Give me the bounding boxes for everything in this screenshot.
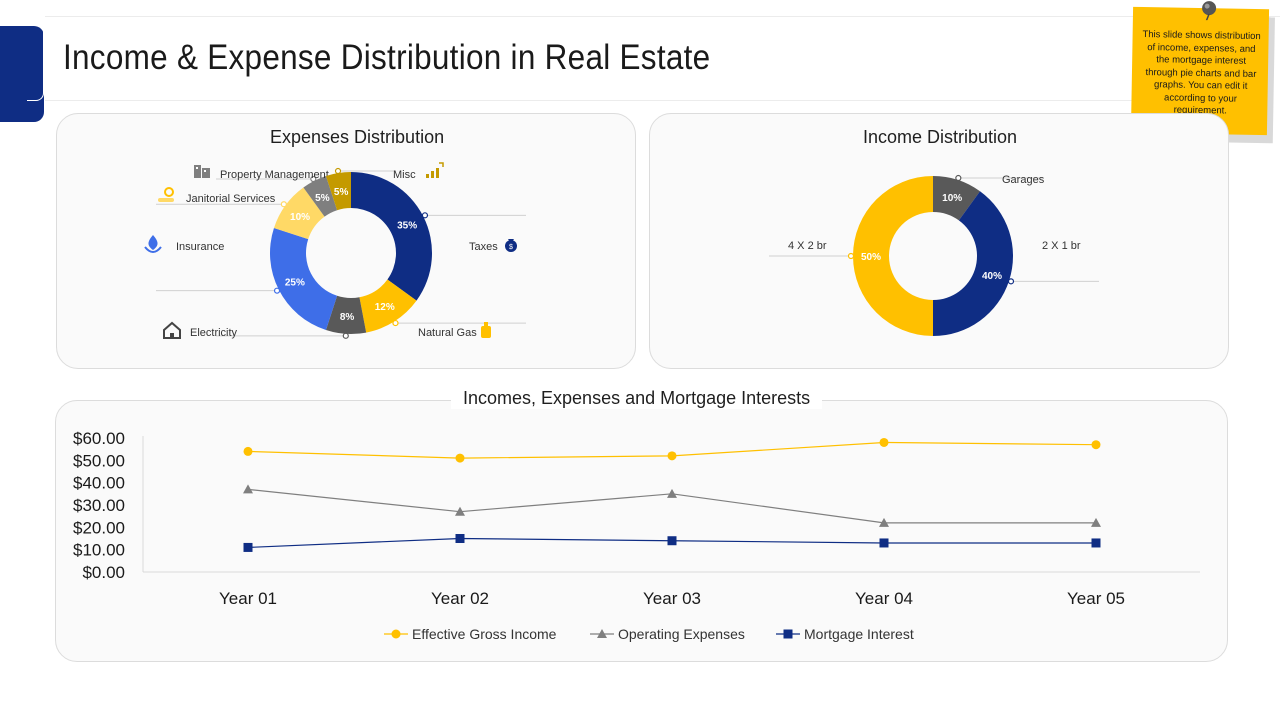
income-category-label-4-x-2-br: 4 X 2 br: [788, 240, 827, 252]
expenses-leader-dot-janitorial-services: [280, 201, 287, 208]
house-icon: [163, 321, 181, 339]
expenses-slice-misc: [325, 172, 351, 211]
income-value-label-garages: 10%: [942, 193, 962, 204]
expenses-chart-title: Expenses Distribution: [270, 127, 445, 147]
y-tick-label: $10.00: [73, 541, 125, 560]
expenses-leader-dot-insurance: [273, 287, 281, 294]
bar-chart-icon: [426, 162, 444, 178]
svg-text:$: $: [509, 244, 513, 251]
income-category-label-garages: Garages: [1002, 174, 1045, 186]
data-point-mortgage-interest: [243, 542, 253, 552]
data-point-mortgage-interest: [455, 534, 465, 543]
expenses-leader-dot-misc: [334, 167, 342, 175]
legend-label-operating-expenses: Operating Expenses: [618, 626, 745, 642]
gas-cylinder-icon: [481, 322, 491, 338]
line-chart-title: Incomes, Expenses and Mortgage Interests: [451, 388, 823, 409]
expenses-slice-taxes: [351, 172, 433, 301]
data-point-mortgage-interest: [1091, 538, 1101, 548]
income-leader-dot-4-x-2-br: [847, 252, 855, 260]
data-point-operating-expenses: [455, 506, 465, 516]
expenses-slice-property-management: [303, 175, 338, 217]
y-tick-label: $30.00: [73, 496, 125, 515]
data-point-effective-gross-income: [1091, 440, 1101, 450]
x-tick-label: Year 03: [643, 589, 701, 608]
expenses-slice-janitorial-services: [273, 187, 325, 240]
data-point-operating-expenses: [1091, 517, 1101, 527]
expenses-category-label-property-management: Property Management: [220, 169, 329, 181]
header-top-rule: [45, 16, 1280, 17]
data-point-mortgage-interest: [667, 536, 677, 546]
page-title: Income & Expense Distribution in Real Es…: [63, 38, 711, 77]
title-accent-bar: [0, 26, 44, 122]
x-tick-label: Year 02: [431, 589, 489, 608]
data-point-mortgage-interest: [879, 538, 889, 548]
expenses-category-label-electricity: Electricity: [190, 327, 238, 339]
expenses-leader-dot-taxes: [421, 212, 429, 219]
expenses-value-label-property-management: 5%: [315, 193, 330, 204]
data-point-effective-gross-income: [455, 453, 465, 463]
legend-marker-effective-gross-income: [391, 629, 401, 639]
expenses-category-label-misc: Misc: [393, 169, 416, 181]
income-leader-dot-garages: [955, 174, 962, 182]
money-bag-icon: $: [505, 239, 517, 252]
income-donut-chart: 10% Garages 40% 2 X 1 br 50% 4 X 2 br: [769, 174, 1099, 336]
income-value-label-4-x-2-br: 50%: [861, 252, 881, 263]
data-point-operating-expenses: [879, 517, 889, 527]
pushpin-icon: [1202, 1, 1217, 21]
income-slice-2-x-1-br: [933, 191, 1013, 336]
y-tick-label: $40.00: [73, 474, 125, 493]
expenses-slice-electricity: [325, 295, 367, 334]
income-slice-garages: [933, 176, 981, 221]
sticky-note: This slide shows distribution of income,…: [1130, 1, 1270, 136]
office-building-icon: [194, 165, 210, 178]
y-tick-label: $50.00: [73, 451, 125, 470]
legend-marker-mortgage-interest: [783, 629, 793, 639]
x-tick-label: Year 05: [1067, 589, 1125, 608]
expenses-category-label-natural-gas: Natural Gas: [418, 327, 477, 339]
income-chart-title: Income Distribution: [863, 127, 1018, 147]
legend-label-effective-gross-income: Effective Gross Income: [412, 626, 557, 642]
income-category-label-2-x-1-br: 2 X 1 br: [1042, 240, 1081, 252]
x-tick-label: Year 04: [855, 589, 913, 608]
y-tick-label: $0.00: [82, 563, 125, 582]
legend-marker-operating-expenses: [597, 629, 607, 638]
data-point-effective-gross-income: [243, 446, 253, 456]
expenses-value-label-insurance: 25%: [285, 278, 305, 289]
expenses-donut-chart: 35% Taxes $12% Natural Gas 8% Electricity 25% I…: [144, 162, 526, 339]
expenses-slice-insurance: [270, 227, 338, 331]
y-tick-label: $60.00: [73, 429, 125, 448]
expenses-slice-natural-gas: [359, 279, 417, 333]
expenses-value-label-janitorial-services: 10%: [290, 212, 310, 223]
expenses-category-label-taxes: Taxes: [469, 241, 498, 253]
expenses-value-label-natural-gas: 12%: [375, 302, 395, 313]
expenses-value-label-taxes: 35%: [397, 220, 417, 231]
x-tick-label: Year 01: [219, 589, 277, 608]
data-point-operating-expenses: [243, 484, 253, 494]
y-tick-label: $20.00: [73, 518, 125, 537]
expenses-category-label-janitorial-services: Janitorial Services: [186, 193, 276, 205]
janitorial-services-icon: [158, 187, 174, 202]
header-bottom-rule: [45, 100, 1145, 101]
insurance-hand-icon: [144, 235, 162, 254]
income-leader-dot-2-x-1-br: [1007, 278, 1015, 285]
income-value-label-2-x-1-br: 40%: [982, 271, 1002, 282]
expenses-leader-dot-electricity: [342, 332, 349, 339]
income-slice-4-x-2-br: [853, 176, 933, 336]
title-accent-line: [27, 26, 44, 101]
expenses-leader-dot-natural-gas: [392, 319, 399, 327]
data-point-effective-gross-income: [879, 437, 889, 447]
expenses-value-label-electricity: 8%: [340, 312, 355, 323]
data-point-operating-expenses: [667, 488, 677, 498]
expenses-value-label-misc: 5%: [334, 187, 349, 198]
data-point-effective-gross-income: [667, 451, 677, 461]
legend-label-mortgage-interest: Mortgage Interest: [804, 626, 914, 642]
expenses-leader-dot-property-management: [310, 175, 317, 183]
expenses-category-label-insurance: Insurance: [176, 241, 224, 253]
